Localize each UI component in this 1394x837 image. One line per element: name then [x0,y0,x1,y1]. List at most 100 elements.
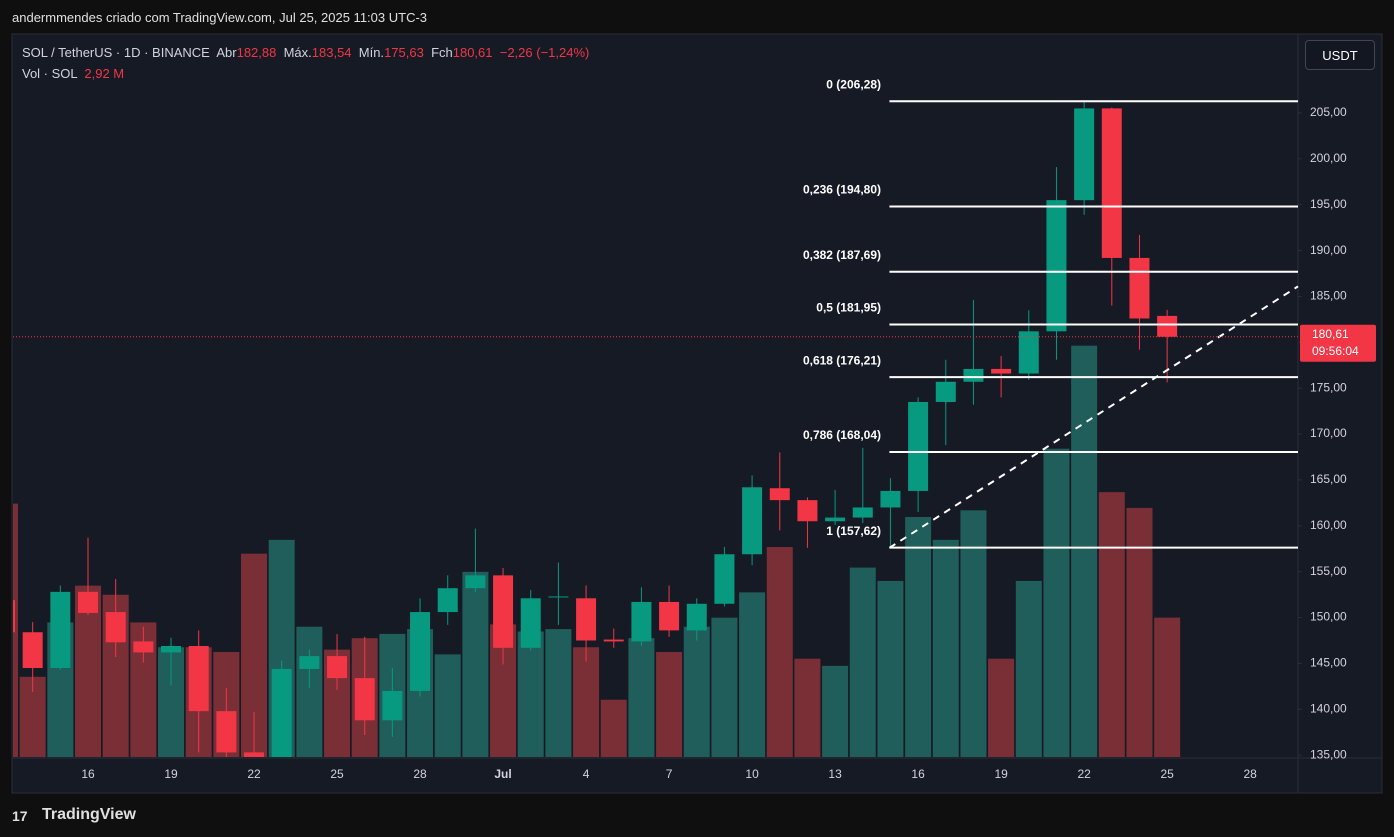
open-label: Abr [216,45,237,60]
x-tick-label: 25 [330,767,344,781]
fib-label: 1 (157,62) [826,524,881,538]
candle-body [410,612,431,691]
volume-bar [296,626,323,757]
y-tick-label: 190,00 [1310,243,1347,257]
x-tick-label: 13 [828,767,842,781]
last-price-label: 180,61 [1312,327,1349,341]
fib-label: 0 (206,28) [826,77,881,91]
low: 175,63 [384,45,424,60]
volume-bar [960,510,987,757]
volume-bar [434,654,461,757]
countdown: 09:56:04 [1312,344,1359,358]
fib-label: 0,236 (194,80) [803,183,881,197]
candle-body [13,600,15,633]
candle-body [493,575,514,648]
volume-bar [573,647,600,757]
candle-body [1101,108,1122,258]
candle-body [963,368,984,382]
y-tick-label: 205,00 [1310,105,1347,119]
x-tick-label: 25 [1160,767,1174,781]
candle-body [908,401,929,491]
volume-bar [600,699,627,757]
x-tick-label: Jul [494,767,511,781]
candle-body [603,639,624,642]
candle-body [271,668,292,757]
candle-body [161,645,182,653]
candle-body [105,612,126,643]
volume-bar [766,547,793,757]
volume-label: Vol · SOL [22,66,78,81]
volume-bar [545,629,572,757]
x-tick-label: 7 [666,767,673,781]
volume-bar [462,571,489,757]
fib-label: 0,786 (168,04) [803,428,881,442]
header: andermmendes criado com TradingView.com,… [12,10,428,25]
open: 182,88 [236,45,277,60]
candle-body [769,488,790,501]
footer: TradingView [42,806,136,823]
candle-body [742,487,763,555]
volume: 2,92 M [84,66,125,81]
volume-bar [628,638,655,757]
legend: SOL / TetherUS · 1D · BINANCE Abr182,88 … [22,45,589,60]
candle-body [520,598,541,648]
fib-label: 0,5 (181,95) [816,301,881,315]
volume-bar [1015,580,1042,757]
volume-bar [1154,617,1181,757]
candle-body [548,596,569,598]
candle-body [465,575,486,589]
symbol: SOL / TetherUS · 1D · BINANCE [22,45,210,60]
x-tick-label: 19 [164,767,178,781]
volume-bar [988,658,1015,757]
x-tick-label: 10 [745,767,759,781]
volume-bar [1098,492,1125,757]
volume-bar [656,652,683,757]
candle-body [880,490,901,508]
candle-body [382,690,403,721]
volume-bar [849,567,876,757]
candle-body [935,381,956,402]
x-tick-label: 16 [911,767,925,781]
volume-bar [683,626,710,757]
candle-body [852,507,873,518]
volume-bar [711,617,738,757]
volume-bar [932,539,959,757]
y-tick-label: 200,00 [1310,151,1347,165]
candle-body [188,645,209,712]
candle-body [244,752,265,757]
candle-body [50,591,71,669]
candle-body [1074,108,1095,201]
candle-body [991,368,1012,374]
y-tick-label: 185,00 [1310,289,1347,303]
y-tick-label: 160,00 [1310,518,1347,532]
candle-body [1018,331,1039,374]
volume-bar [1043,448,1070,757]
close: 180,61 [452,45,493,60]
candle-body [825,517,846,522]
close-label: Fch [431,45,453,60]
candle-body [216,711,237,753]
y-tick-label: 145,00 [1310,656,1347,670]
candle-body [797,500,818,522]
volume-bar [517,631,544,757]
logo-icon: 17 [12,808,28,824]
candle-body [686,603,707,631]
trendline [888,285,1299,549]
x-tick-label: 28 [1243,767,1257,781]
fib-label: 0,382 (187,69) [803,248,881,262]
high-label: Máx. [283,45,312,60]
fib-label: 0,618 (176,21) [803,353,881,367]
candle-body [327,656,348,679]
currency-button[interactable]: USDT [1305,40,1375,70]
y-tick-label: 170,00 [1310,426,1347,440]
volume-bar [905,516,932,757]
candle-body [354,678,375,721]
candle-body [437,588,458,613]
volume-bar [877,580,904,757]
x-tick-label: 19 [994,767,1008,781]
y-tick-label: 135,00 [1310,747,1347,761]
volume-bar [1126,507,1153,757]
change: −2,26 (−1,24%) [499,45,590,60]
volume-bar [13,503,18,757]
